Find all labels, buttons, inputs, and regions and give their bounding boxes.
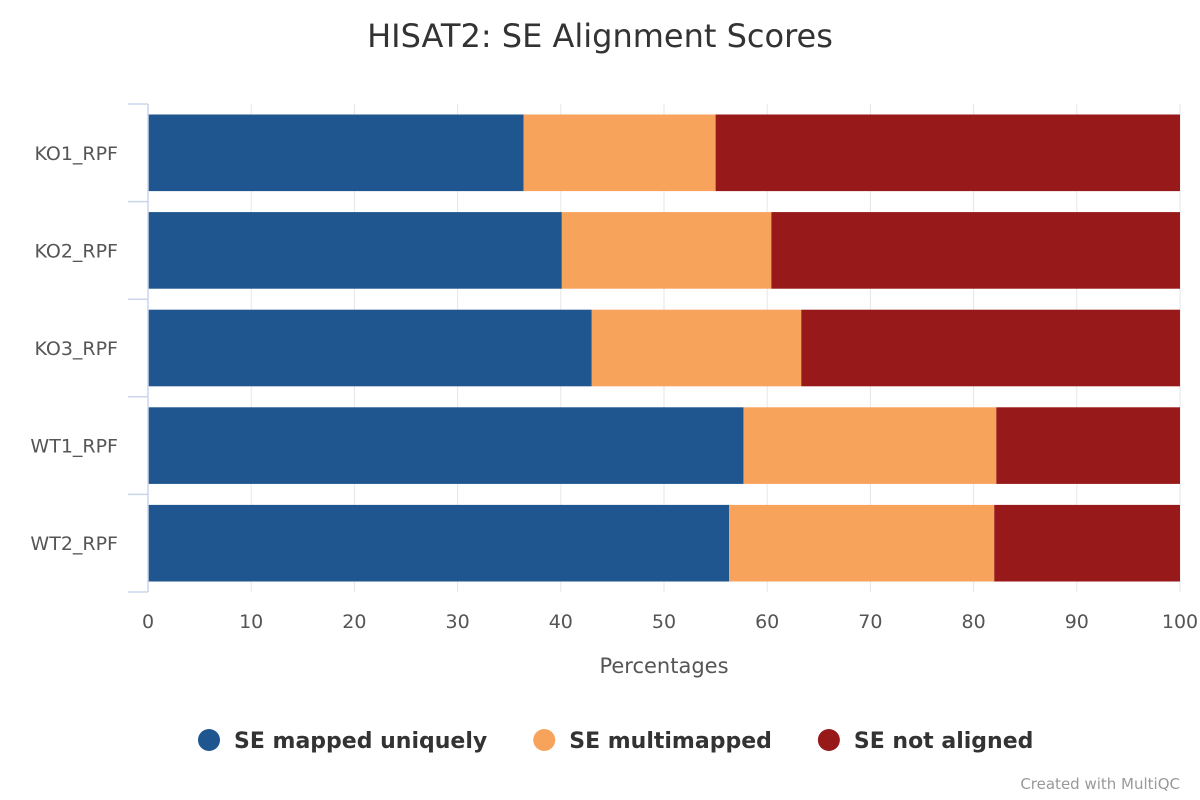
bar-KO3_RPF-series-2[interactable]	[801, 309, 1180, 387]
bar-KO1_RPF-series-0[interactable]	[148, 114, 524, 192]
x-tick-label-7: 70	[858, 611, 882, 633]
bar-WT2_RPF-series-1[interactable]	[729, 504, 995, 582]
legend: SE mapped uniquely SE multimapped SE not a…	[198, 729, 1033, 754]
category-label-1: KO2_RPF	[34, 240, 118, 262]
x-tick-label-8: 80	[962, 611, 986, 633]
legend-item-0[interactable]: SE mapped uniquely	[198, 729, 487, 754]
bar-KO2_RPF-series-2[interactable]	[771, 212, 1180, 289]
legend-marker-0	[198, 729, 220, 751]
axes: KO1_RPF KO2_RPF KO3_RPF WT1_RPF WT2_RPF 0 10 20…	[30, 103, 1198, 633]
x-axis-title: Percentages	[599, 654, 728, 678]
category-label-2: KO3_RPF	[34, 338, 118, 360]
legend-marker-2	[817, 729, 840, 751]
bar-KO1_RPF-series-1[interactable]	[523, 114, 716, 192]
x-tick-label-10: 100	[1162, 611, 1198, 633]
legend-item-1[interactable]: SE multimapped	[533, 729, 772, 754]
legend-label-2: SE not aligned	[854, 729, 1034, 754]
bar-WT2_RPF-series-2[interactable]	[994, 504, 1180, 582]
category-label-0: KO1_RPF	[34, 143, 118, 165]
x-tick-label-9: 90	[1065, 611, 1089, 633]
bar-KO2_RPF-series-0[interactable]	[148, 212, 562, 289]
category-label-3: WT1_RPF	[30, 436, 118, 458]
bar-WT1_RPF-series-0[interactable]	[148, 407, 744, 484]
x-tick-label-6: 60	[755, 611, 779, 633]
legend-label-1: SE multimapped	[569, 729, 772, 754]
x-tick-label-4: 40	[549, 611, 573, 633]
credit-text: Created with MultiQC	[1020, 775, 1180, 793]
x-tick-label-1: 10	[239, 611, 263, 633]
x-tick-label-3: 30	[446, 611, 470, 633]
category-label-4: WT2_RPF	[30, 533, 118, 555]
x-tick-label-0: 0	[142, 611, 154, 633]
bar-KO1_RPF-series-2[interactable]	[715, 114, 1180, 192]
legend-item-2[interactable]: SE not aligned	[817, 729, 1034, 754]
bar-WT2_RPF-series-0[interactable]	[148, 504, 730, 582]
chart-title: HISAT2: SE Alignment Scores	[367, 17, 833, 55]
legend-marker-1	[533, 729, 556, 751]
bar-KO3_RPF-series-0[interactable]	[148, 309, 592, 387]
bar-KO2_RPF-series-1[interactable]	[561, 212, 772, 289]
bar-KO3_RPF-series-1[interactable]	[591, 309, 802, 387]
bar-WT1_RPF-series-1[interactable]	[743, 407, 997, 484]
x-tick-label-2: 20	[342, 611, 366, 633]
legend-label-0: SE mapped uniquely	[234, 729, 487, 754]
bars	[148, 114, 1180, 582]
bar-WT1_RPF-series-2[interactable]	[996, 407, 1180, 484]
x-tick-label-5: 50	[652, 611, 676, 633]
